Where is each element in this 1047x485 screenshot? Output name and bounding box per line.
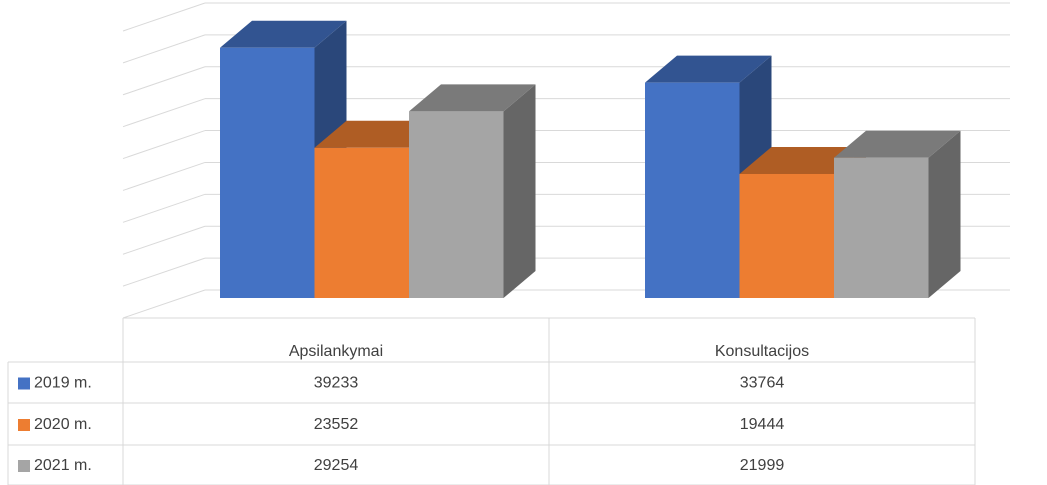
grid-line bbox=[122, 34, 206, 64]
grid-line bbox=[122, 289, 206, 319]
legend-label: 2021 m. bbox=[34, 457, 92, 474]
legend-swatch bbox=[18, 460, 30, 472]
table-value: 19444 bbox=[740, 416, 785, 433]
bar-top bbox=[645, 55, 772, 83]
bar-side bbox=[928, 130, 961, 298]
grid-line bbox=[122, 257, 206, 287]
grid-line bbox=[122, 130, 206, 160]
table-value: 39233 bbox=[314, 375, 359, 392]
bar bbox=[834, 157, 929, 298]
legend-label: 2019 m. bbox=[34, 375, 92, 392]
bar-side bbox=[503, 84, 536, 298]
category-label: Konsultacijos bbox=[715, 343, 809, 360]
grid-line bbox=[122, 66, 206, 96]
table-value: 23552 bbox=[314, 416, 359, 433]
grid-line bbox=[122, 98, 206, 128]
bar bbox=[409, 111, 504, 298]
bar bbox=[314, 147, 409, 298]
table-value: 33764 bbox=[740, 375, 785, 392]
bar bbox=[645, 82, 740, 299]
table-value: 29254 bbox=[314, 457, 359, 474]
legend-swatch bbox=[18, 377, 30, 390]
legend-label: 2020 m. bbox=[34, 416, 92, 433]
bar-top bbox=[220, 20, 347, 48]
table-value: 21999 bbox=[740, 457, 785, 474]
legend-swatch bbox=[18, 419, 30, 431]
grid-line bbox=[122, 225, 206, 255]
bar bbox=[220, 47, 315, 299]
grid-line bbox=[122, 193, 206, 223]
bar-top bbox=[834, 130, 961, 158]
bar-top bbox=[409, 84, 536, 112]
category-label: Apsilankymai bbox=[289, 343, 383, 360]
grid-line bbox=[122, 2, 206, 32]
grid-line bbox=[122, 161, 206, 191]
bar bbox=[739, 173, 834, 298]
